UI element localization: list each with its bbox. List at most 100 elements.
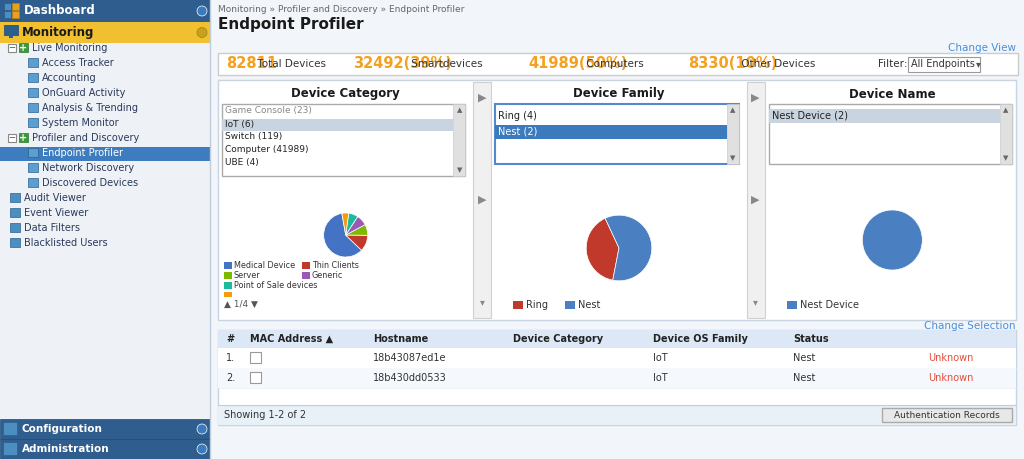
Text: Configuration: Configuration xyxy=(22,424,102,434)
Text: ▾: ▾ xyxy=(976,59,981,69)
Bar xyxy=(10,238,20,247)
Bar xyxy=(0,0,210,459)
Bar xyxy=(28,103,38,112)
Bar xyxy=(9,35,13,38)
Text: 18b430dd0533: 18b430dd0533 xyxy=(373,373,446,383)
Text: ▲: ▲ xyxy=(457,107,462,113)
Bar xyxy=(10,223,20,232)
Bar xyxy=(28,178,38,187)
Text: Other Devices: Other Devices xyxy=(738,59,815,69)
Text: Device OS Family: Device OS Family xyxy=(653,334,748,344)
Bar xyxy=(496,125,727,139)
Text: Nest Device (2): Nest Device (2) xyxy=(772,111,848,121)
Text: ▶: ▶ xyxy=(478,93,486,103)
Circle shape xyxy=(197,444,207,454)
Bar xyxy=(473,82,492,318)
Text: 32492(39%): 32492(39%) xyxy=(353,56,452,72)
Text: OnGuard Activity: OnGuard Activity xyxy=(42,88,125,98)
Text: Nest: Nest xyxy=(793,373,815,383)
Bar xyxy=(218,348,1016,368)
Bar xyxy=(769,109,1000,123)
Bar xyxy=(218,53,1018,75)
Text: −: − xyxy=(8,134,15,142)
Bar xyxy=(513,301,523,309)
Bar xyxy=(224,262,232,269)
Text: IoT (6): IoT (6) xyxy=(225,119,254,129)
Text: ▶: ▶ xyxy=(752,93,760,103)
Bar xyxy=(908,57,980,72)
Text: Monitoring » Profiler and Discovery » Endpoint Profiler: Monitoring » Profiler and Discovery » En… xyxy=(218,6,464,15)
Text: ▼: ▼ xyxy=(1004,155,1009,161)
Text: Live Monitoring: Live Monitoring xyxy=(32,43,108,53)
Text: System Monitor: System Monitor xyxy=(42,118,119,128)
Bar xyxy=(0,147,210,161)
Text: Discovered Devices: Discovered Devices xyxy=(42,178,138,188)
Text: Switch (119): Switch (119) xyxy=(225,133,283,141)
Text: Nest Device: Nest Device xyxy=(800,300,859,310)
Bar xyxy=(4,3,11,10)
Text: Server: Server xyxy=(234,270,261,280)
Text: Generic: Generic xyxy=(312,270,343,280)
Wedge shape xyxy=(346,235,368,250)
Wedge shape xyxy=(346,217,366,235)
Wedge shape xyxy=(342,213,349,235)
Text: 8330(10%): 8330(10%) xyxy=(688,56,777,72)
Bar xyxy=(250,372,261,383)
Text: ▲: ▲ xyxy=(730,107,735,113)
Bar xyxy=(12,11,19,18)
Circle shape xyxy=(197,6,207,16)
Text: ▾: ▾ xyxy=(754,297,758,307)
Text: +: + xyxy=(19,43,28,53)
Wedge shape xyxy=(346,224,368,235)
Text: Data Filters: Data Filters xyxy=(24,223,80,233)
Text: Nest: Nest xyxy=(793,353,815,363)
Bar xyxy=(210,0,1024,459)
Wedge shape xyxy=(324,213,361,257)
Bar xyxy=(302,272,310,279)
Text: 2.: 2. xyxy=(226,373,236,383)
Text: Device Category: Device Category xyxy=(513,334,603,344)
Text: ▲: ▲ xyxy=(1004,107,1009,113)
Text: Ring (4): Ring (4) xyxy=(499,111,538,121)
Text: Dashboard: Dashboard xyxy=(24,5,96,17)
Wedge shape xyxy=(862,210,923,270)
Bar xyxy=(28,163,38,172)
Text: Device Family: Device Family xyxy=(573,88,665,101)
Text: #: # xyxy=(226,334,234,344)
Bar xyxy=(10,193,20,202)
Text: MAC Address ▲: MAC Address ▲ xyxy=(250,334,333,344)
Text: 82811: 82811 xyxy=(226,56,278,72)
Text: Nest: Nest xyxy=(579,300,601,310)
Text: Authentication Records: Authentication Records xyxy=(894,410,999,420)
Text: Administration: Administration xyxy=(22,444,110,454)
Bar xyxy=(0,22,210,43)
Circle shape xyxy=(197,28,207,38)
Bar xyxy=(224,282,232,289)
Bar xyxy=(218,405,1016,425)
Bar xyxy=(218,368,1016,388)
Bar xyxy=(3,422,17,435)
Bar xyxy=(786,301,797,309)
Bar xyxy=(882,408,1012,422)
Text: Computer (41989): Computer (41989) xyxy=(225,146,308,155)
Text: Endpoint Profiler: Endpoint Profiler xyxy=(218,17,364,33)
Bar xyxy=(224,292,232,297)
Text: 41989(50%): 41989(50%) xyxy=(528,56,628,72)
Wedge shape xyxy=(586,218,618,280)
Text: Change View: Change View xyxy=(948,43,1016,53)
Text: Change Selection: Change Selection xyxy=(925,321,1016,331)
Bar xyxy=(218,80,1016,320)
Bar xyxy=(218,330,1016,348)
Bar xyxy=(746,82,765,318)
Bar xyxy=(8,44,16,52)
Text: Unknown: Unknown xyxy=(928,373,974,383)
Bar xyxy=(28,58,38,67)
Text: Medical Device: Medical Device xyxy=(234,261,295,269)
Text: All Endpoints: All Endpoints xyxy=(911,59,975,69)
Bar xyxy=(727,104,738,164)
Bar xyxy=(218,330,1016,425)
Text: Showing 1-2 of 2: Showing 1-2 of 2 xyxy=(224,410,306,420)
Bar xyxy=(1000,104,1012,164)
Text: Profiler and Discovery: Profiler and Discovery xyxy=(32,133,139,143)
Text: Endpoint Profiler: Endpoint Profiler xyxy=(42,148,123,158)
